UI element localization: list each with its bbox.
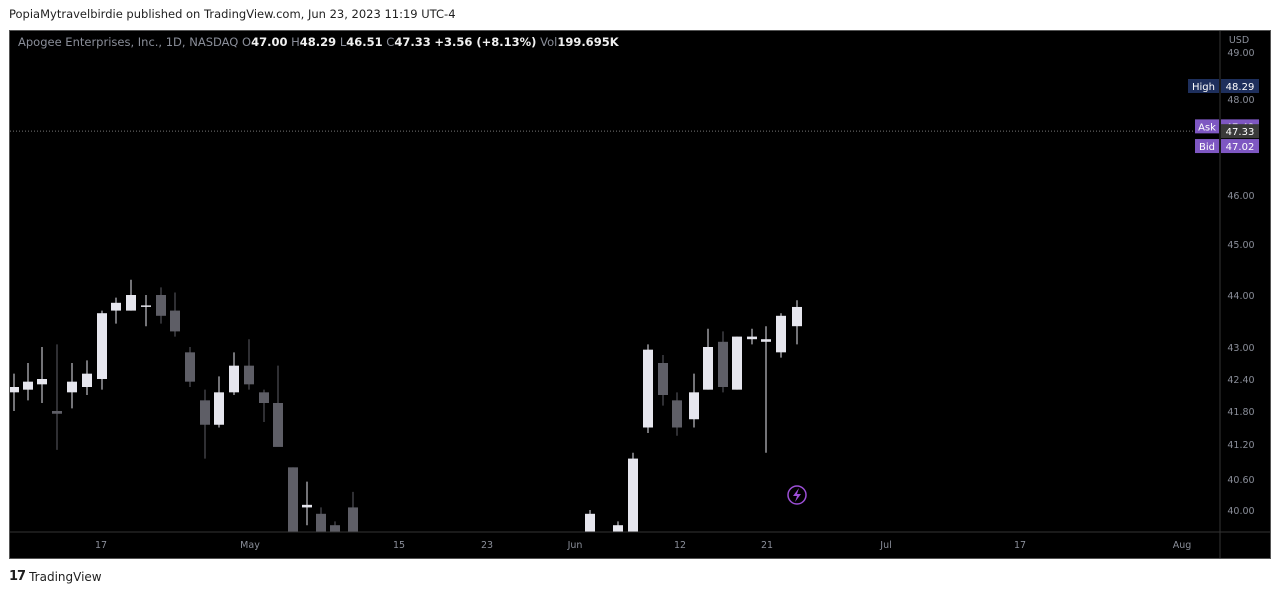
candle-body bbox=[718, 341, 728, 387]
legend-open-label: O bbox=[242, 35, 252, 49]
legend-symbol: Apogee Enterprises, Inc., 1D, NASDAQ bbox=[18, 35, 239, 49]
tradingview-logo-icon: 17 bbox=[9, 569, 26, 584]
y-tick-label: 43.00 bbox=[1227, 343, 1254, 354]
candle-body bbox=[10, 387, 19, 393]
x-tick-label: May bbox=[240, 540, 260, 551]
candles-group bbox=[10, 279, 802, 532]
price-tag-label: High bbox=[1192, 82, 1215, 93]
price-tag-value: 48.29 bbox=[1226, 82, 1255, 93]
legend-vol-label: Vol bbox=[540, 35, 558, 49]
candle-body bbox=[141, 305, 151, 307]
candle-body bbox=[776, 315, 786, 353]
price-tag-label: Bid bbox=[1199, 142, 1215, 153]
candle-body bbox=[82, 373, 92, 387]
legend-low-label: L bbox=[339, 35, 347, 49]
candle-body bbox=[761, 339, 771, 342]
candle-body bbox=[156, 295, 166, 316]
candle-body bbox=[52, 411, 62, 414]
footer-brand-text: TradingView bbox=[29, 569, 102, 584]
x-tick-label: 23 bbox=[481, 540, 493, 551]
time-axis: 17 May 15 23 Jun 12 21 Jul 17 Aug bbox=[10, 531, 1270, 551]
x-tick-label: 17 bbox=[95, 540, 107, 551]
candle-body bbox=[273, 403, 283, 447]
candles-clip bbox=[10, 279, 802, 532]
candle-body bbox=[689, 392, 699, 420]
chart-frame[interactable]: USD 49.00 48.00 46.00 45.00 44.00 43.00 42.40 41… bbox=[9, 30, 1271, 559]
candle-body bbox=[111, 302, 121, 311]
y-tick-label: 45.00 bbox=[1227, 240, 1254, 251]
y-tick-label: 42.40 bbox=[1227, 375, 1254, 386]
footer-brand: 17 TradingView bbox=[9, 569, 102, 584]
x-tick-label: 12 bbox=[674, 540, 686, 551]
price-tag-value-bg bbox=[1221, 124, 1259, 139]
candle-body bbox=[259, 392, 269, 403]
price-tag-value: 47.02 bbox=[1226, 142, 1255, 153]
price-axis: USD 49.00 48.00 46.00 45.00 44.00 43.00 42.40 41… bbox=[1219, 31, 1255, 558]
y-tick-label: 41.80 bbox=[1227, 407, 1254, 418]
x-tick-label: 15 bbox=[393, 540, 405, 551]
candle-body bbox=[170, 310, 180, 332]
price-tag-value: 47.33 bbox=[1226, 127, 1255, 138]
candle-body bbox=[643, 349, 653, 428]
x-tick-label: 21 bbox=[761, 540, 773, 551]
legend-change: +3.56 (+8.13%) bbox=[434, 35, 537, 49]
candlestick-chart[interactable]: USD 49.00 48.00 46.00 45.00 44.00 43.00 42.40 41… bbox=[10, 31, 1270, 558]
price-tag-label-bg bbox=[1188, 79, 1219, 93]
x-tick-label: Jul bbox=[879, 540, 891, 551]
price-tag-label: Ask bbox=[1198, 122, 1216, 133]
candle-body bbox=[126, 295, 136, 311]
candle-body bbox=[200, 400, 210, 425]
candle-body bbox=[97, 313, 107, 379]
legend-close-label: C bbox=[386, 35, 395, 49]
y-tick-label: 41.20 bbox=[1227, 440, 1254, 451]
y-tick-label: 46.00 bbox=[1227, 191, 1254, 202]
candle-body bbox=[214, 392, 224, 425]
publisher-line: PopiaMytravelbirdie published on Trading… bbox=[9, 7, 456, 21]
candle-body bbox=[288, 467, 298, 532]
candle-body bbox=[302, 504, 312, 508]
candle-body bbox=[244, 365, 254, 385]
legend-low: 46.51 bbox=[346, 35, 383, 49]
candle-body bbox=[613, 525, 623, 532]
price-tag-value-bg bbox=[1221, 139, 1259, 154]
candle-body bbox=[23, 381, 33, 390]
chart-legend: Apogee Enterprises, Inc., 1D, NASDAQ O47… bbox=[18, 35, 619, 49]
price-tag-value-bg bbox=[1221, 79, 1259, 93]
price-tag-label-bg bbox=[1195, 139, 1219, 154]
legend-vol: 199.695K bbox=[557, 35, 619, 49]
candle-body bbox=[628, 458, 638, 532]
candle-body bbox=[316, 513, 326, 532]
candle-body bbox=[37, 379, 47, 385]
candle-body bbox=[348, 507, 358, 532]
candle-body bbox=[67, 381, 77, 393]
x-tick-label: Jun bbox=[567, 540, 583, 551]
y-tick-label: 44.00 bbox=[1227, 291, 1254, 302]
y-tick-label: 40.60 bbox=[1227, 475, 1254, 486]
legend-high-label: H bbox=[291, 35, 300, 49]
x-tick-label: 17 bbox=[1014, 540, 1026, 551]
legend-high: 48.29 bbox=[299, 35, 337, 49]
candle-body bbox=[330, 525, 340, 532]
candle-body bbox=[792, 306, 802, 327]
candle-body bbox=[703, 347, 713, 390]
legend-open: 47.00 bbox=[251, 35, 288, 49]
price-tag-label-bg bbox=[1195, 119, 1219, 134]
lightning-icon[interactable] bbox=[787, 485, 807, 505]
y-tick-label: 49.00 bbox=[1227, 48, 1254, 59]
y-tick-label: 40.00 bbox=[1227, 506, 1254, 517]
candle-body bbox=[747, 336, 757, 340]
candle-body bbox=[658, 363, 668, 395]
candle-body bbox=[672, 400, 682, 428]
currency-label: USD bbox=[1229, 35, 1249, 46]
candle-body bbox=[229, 365, 239, 393]
y-tick-label: 48.00 bbox=[1227, 95, 1254, 106]
candle-body bbox=[185, 352, 195, 382]
x-tick-label: Aug bbox=[1173, 540, 1192, 551]
candle-body bbox=[585, 513, 595, 532]
candle-body bbox=[732, 336, 742, 390]
legend-close: 47.33 bbox=[394, 35, 431, 49]
